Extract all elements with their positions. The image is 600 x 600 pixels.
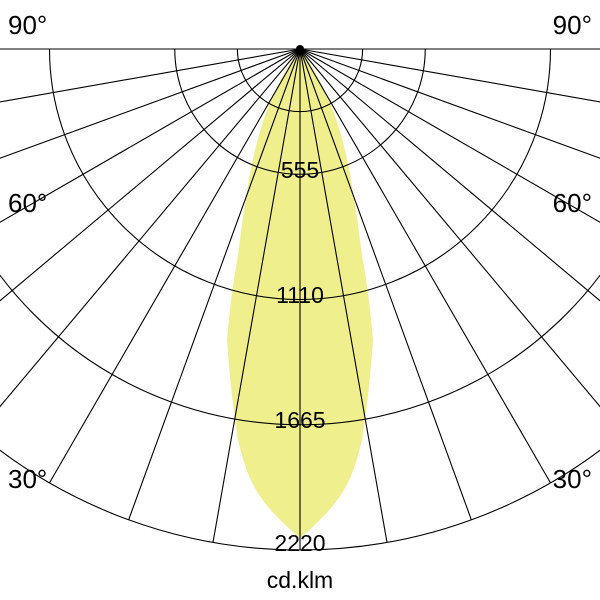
svg-text:30°: 30° (553, 464, 592, 494)
svg-text:60°: 60° (553, 188, 592, 218)
svg-text:1110: 1110 (276, 282, 324, 308)
svg-text:60°: 60° (8, 188, 47, 218)
svg-text:90°: 90° (8, 10, 47, 40)
svg-text:2220: 2220 (274, 530, 325, 556)
svg-text:90°: 90° (553, 10, 592, 40)
svg-text:555: 555 (281, 157, 319, 183)
svg-text:cd.klm: cd.klm (267, 567, 333, 593)
svg-text:30°: 30° (8, 464, 47, 494)
svg-text:1665: 1665 (274, 407, 325, 433)
